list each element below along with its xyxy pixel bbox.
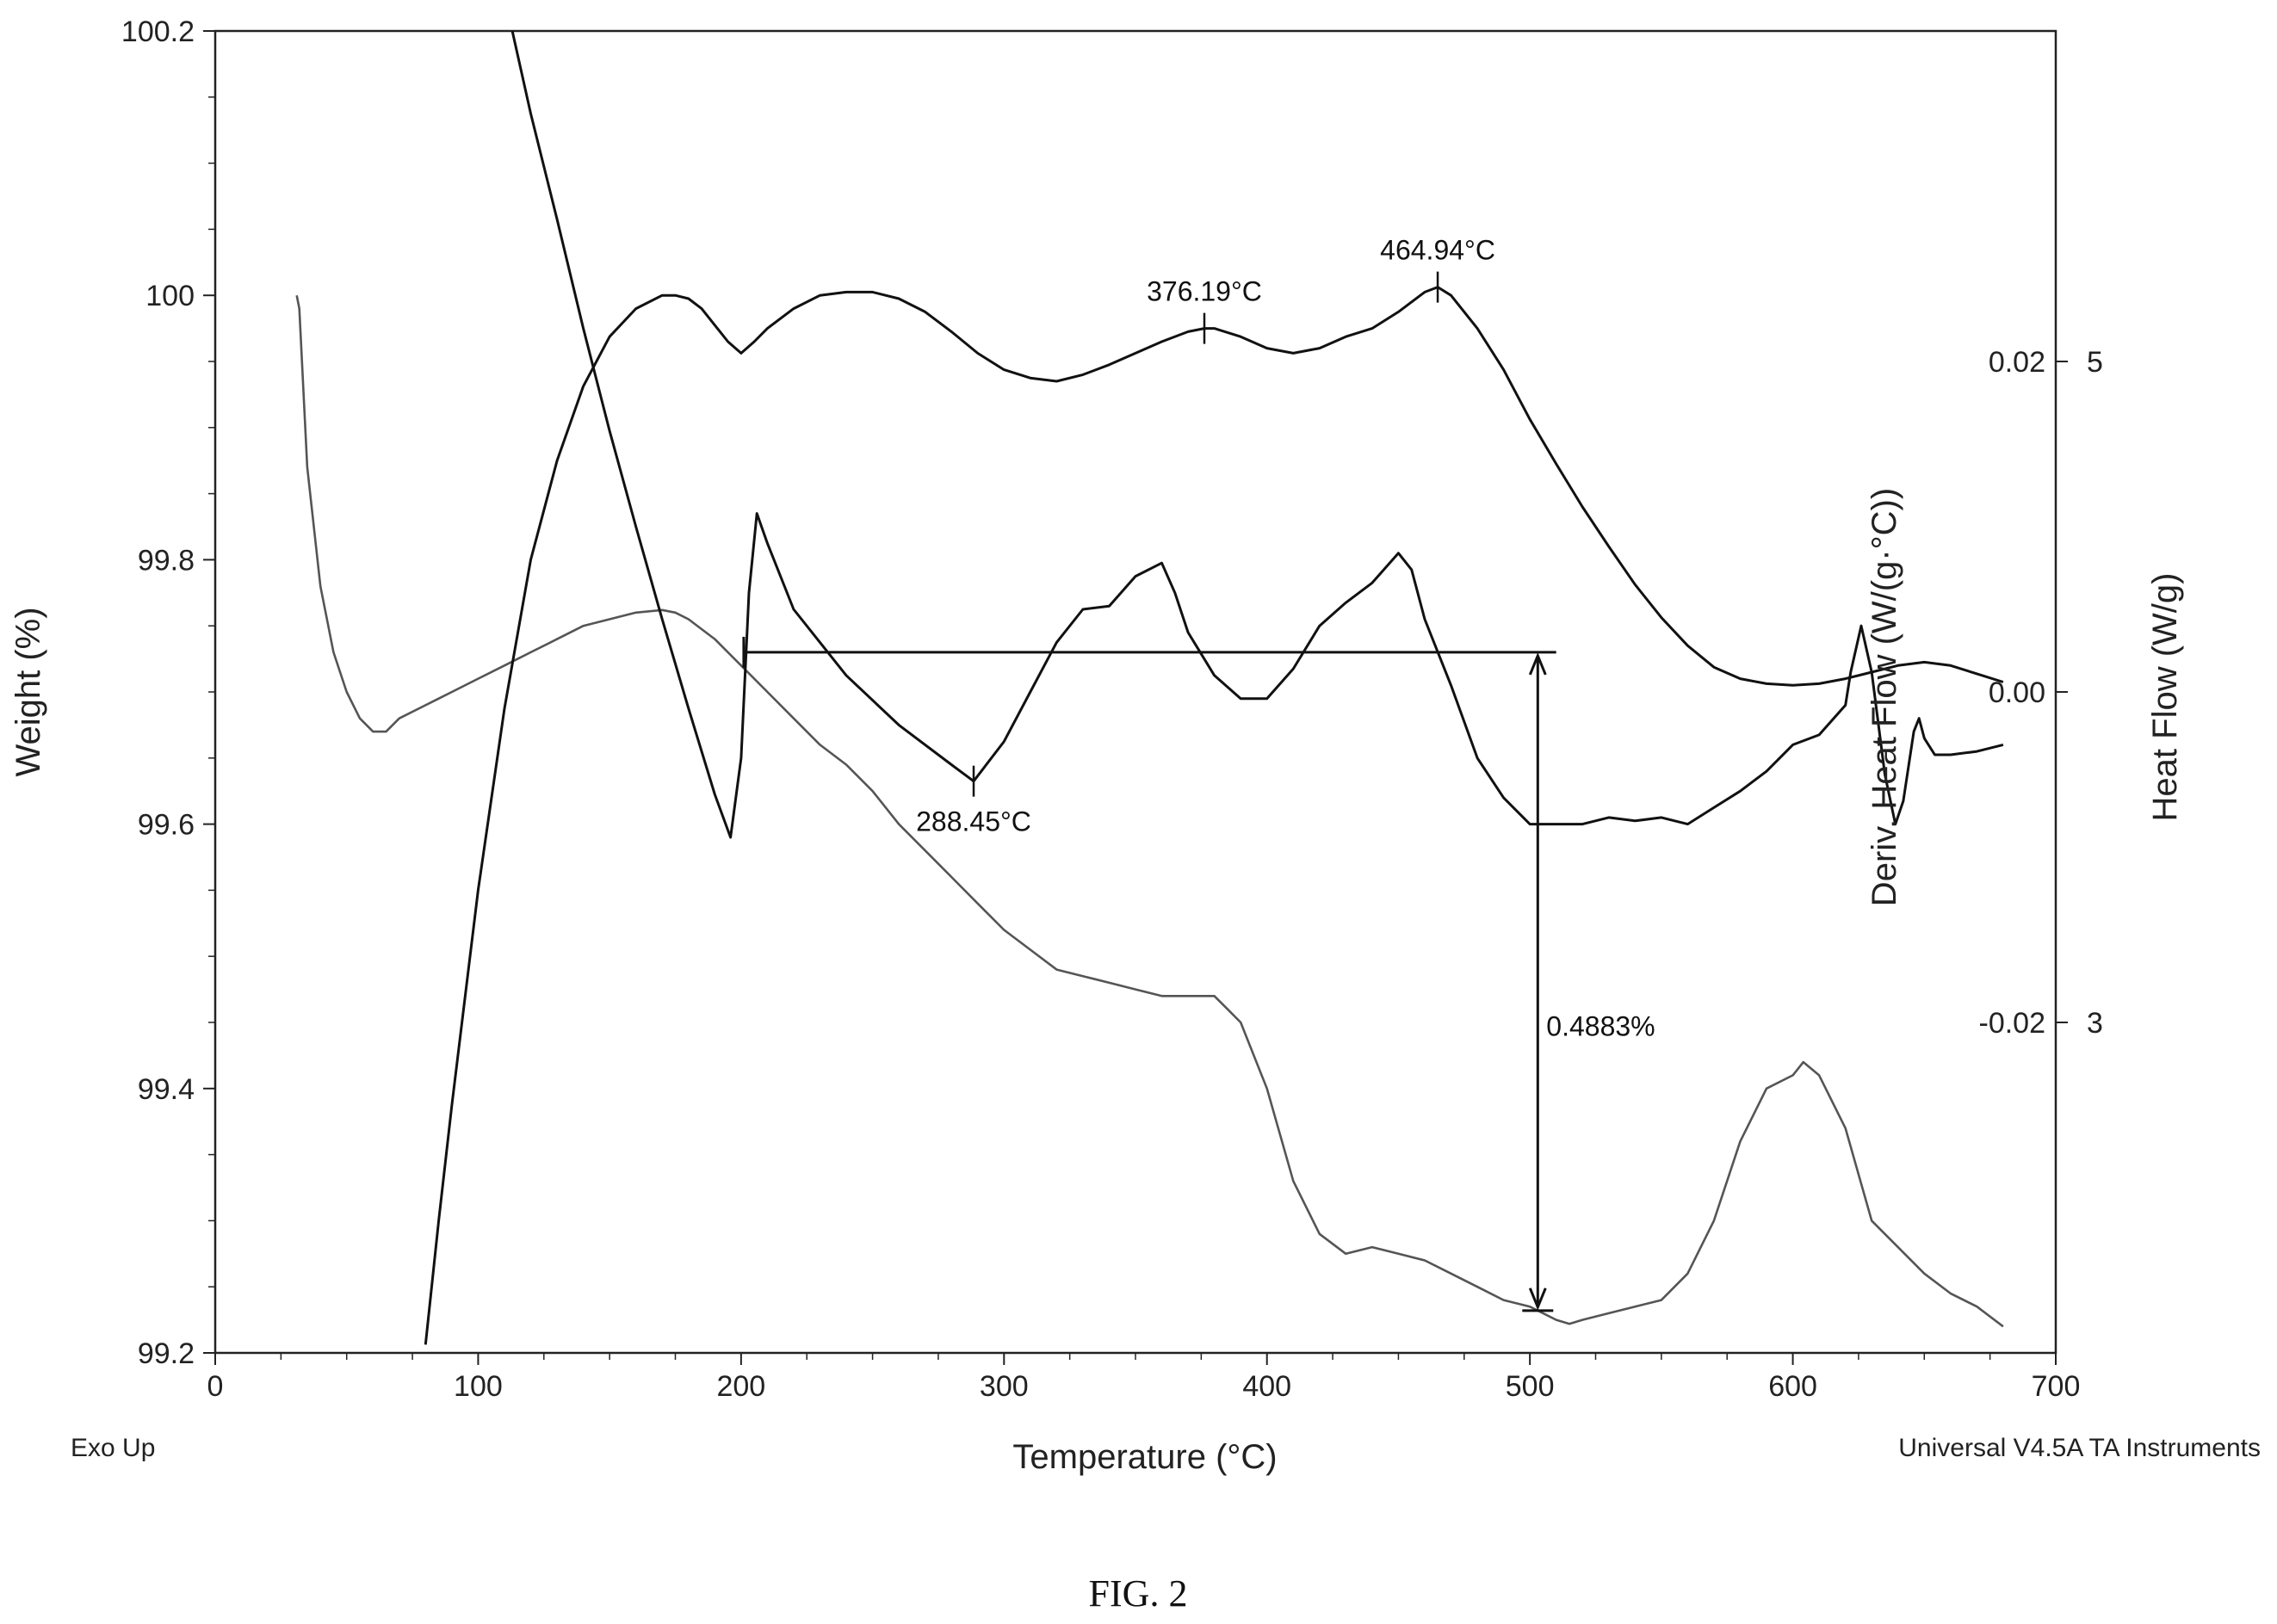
y-right-inner-tick-label: -0.02 [1979,1007,2046,1040]
x-tick-label: 600 [1768,1370,1817,1403]
x-tick-label: 400 [1242,1370,1291,1403]
x-tick-label: 100 [454,1370,503,1403]
heat-flow-series-line [510,31,2004,839]
series-layer [295,31,2004,1345]
x-tick-label: 300 [980,1370,1029,1403]
y-right-outer-axis-title: Heat Flow (W/g) [2146,573,2184,822]
y-left-tick-label: 99.6 [138,809,195,842]
x-tick-label: 500 [1506,1370,1555,1403]
peak-label: 288.45°C [916,806,1031,837]
weight-loss-arrow-head-top [1528,651,1547,676]
y-right-inner-tick-label: 0.00 [1989,676,2045,709]
plot-frame [213,29,2057,1355]
annotations-layer: 376.19°C 464.94°C 288.45°C 0.4883% [742,235,1655,1312]
y-left-axis-title: Weight (%) [9,607,47,776]
peak-label: 464.94°C [1380,235,1495,266]
exo-up-note: Exo Up [71,1434,155,1462]
y-right-outer-tick-label: 3 [2087,1007,2103,1040]
x-tick-label: 200 [716,1370,765,1403]
weight-series-line [295,294,2004,1328]
figure-caption: FIG. 2 [1089,1572,1188,1615]
x-tick-label: 0 [207,1370,224,1403]
peak-label: 376.19°C [1147,276,1262,307]
y-right-inner-tick-label: 0.02 [1989,346,2045,379]
y-left-tick-label: 99.4 [138,1073,195,1106]
ticks-layer: 0 100 200 300 400 500 600 700 99.2 99.4 99.6 99.8 10… [121,15,2103,1403]
deriv-heat-flow-series-line [424,286,2004,1345]
weight-loss-label: 0.4883% [1546,1010,1655,1041]
y-right-outer-tick-label: 5 [2087,346,2103,379]
y-left-tick-label: 99.2 [138,1337,195,1370]
y-right-inner-axis-title: Deriv. Heat Flow (W/(g·°C)) [1866,488,1903,906]
x-axis-title: Temperature (°C) [1012,1438,1277,1476]
instrument-note: Universal V4.5A TA Instruments [1898,1434,2261,1462]
y-left-tick-label: 99.8 [138,544,195,577]
y-left-tick-label: 100 [145,280,195,312]
y-left-tick-label: 100.2 [121,15,195,48]
x-tick-label: 700 [2032,1370,2081,1403]
weight-loss-arrow-head-bottom [1528,1287,1547,1311]
